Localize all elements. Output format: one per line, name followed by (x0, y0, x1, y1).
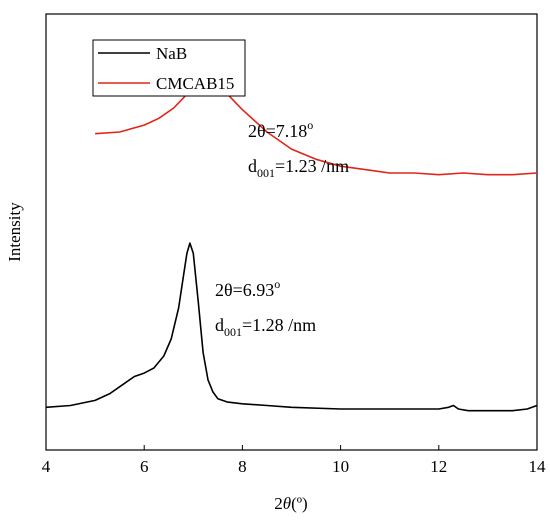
annotation-nab: 2θ=6.93o d001=1.28 /nm (215, 277, 316, 339)
annotation-nab-angle: 2θ=6.93o (215, 277, 280, 300)
legend: NaB CMCAB15 (92, 39, 246, 97)
legend-box (92, 39, 246, 97)
x-tick-label: 12 (430, 457, 447, 476)
plot-frame (45, 13, 538, 451)
legend-label-cmcab15: CMCAB15 (156, 74, 234, 93)
x-tick-label: 4 (42, 457, 51, 476)
annotation-cmcab15-angle: 2θ=7.18o (248, 118, 313, 141)
series-line-nab (45, 242, 538, 412)
annotation-nab-spacing: d001=1.28 /nm (215, 315, 316, 339)
x-tick-label: 8 (238, 457, 247, 476)
x-tick-label: 14 (529, 457, 547, 476)
series-layer (45, 79, 538, 412)
annotation-cmcab15-spacing: d001=1.23 /nm (248, 156, 349, 180)
legend-label-nab: NaB (156, 44, 187, 63)
x-tick-label: 6 (140, 457, 149, 476)
x-axis-label: 2θ(º) (274, 494, 307, 513)
x-axis-ticks: 4 6 8 10 12 14 (42, 445, 546, 476)
y-axis-label: Intensity (5, 202, 24, 262)
x-tick-label: 10 (332, 457, 349, 476)
series-line-cmcab15 (95, 79, 538, 176)
annotation-cmcab15: 2θ=7.18o d001=1.23 /nm (248, 118, 349, 180)
